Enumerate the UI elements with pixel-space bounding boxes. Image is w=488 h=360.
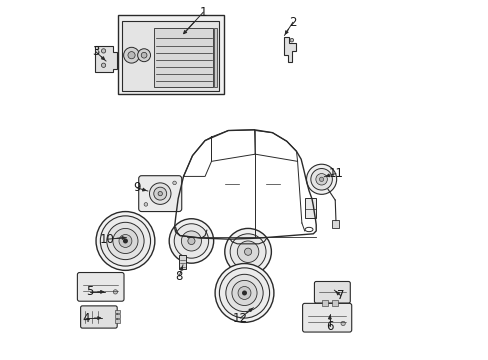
Circle shape <box>172 181 176 185</box>
Text: 5: 5 <box>86 285 93 298</box>
Circle shape <box>231 280 257 306</box>
Circle shape <box>242 291 246 296</box>
Circle shape <box>123 47 139 63</box>
Circle shape <box>219 268 269 318</box>
Circle shape <box>319 177 323 181</box>
Circle shape <box>224 228 271 275</box>
Text: 10: 10 <box>100 233 115 246</box>
Circle shape <box>96 212 155 270</box>
Circle shape <box>215 264 273 322</box>
Circle shape <box>340 321 345 325</box>
FancyBboxPatch shape <box>81 306 117 328</box>
Bar <box>179 255 185 269</box>
Circle shape <box>149 183 171 204</box>
Bar <box>321 301 327 306</box>
Circle shape <box>101 63 105 67</box>
Polygon shape <box>94 45 117 72</box>
Circle shape <box>122 238 128 243</box>
Circle shape <box>315 174 326 185</box>
Text: 12: 12 <box>232 311 247 325</box>
Circle shape <box>137 49 150 62</box>
Circle shape <box>153 187 166 200</box>
Circle shape <box>144 203 147 206</box>
FancyBboxPatch shape <box>314 282 349 303</box>
Text: 8: 8 <box>175 270 183 283</box>
Circle shape <box>289 39 293 42</box>
Bar <box>122 21 218 91</box>
FancyBboxPatch shape <box>302 303 351 332</box>
Bar <box>305 198 316 218</box>
Circle shape <box>230 234 265 270</box>
Text: 9: 9 <box>133 181 141 194</box>
Circle shape <box>237 241 258 262</box>
Bar <box>115 310 120 314</box>
Circle shape <box>181 231 201 251</box>
Text: 11: 11 <box>328 167 343 180</box>
Polygon shape <box>284 37 296 62</box>
Text: 2: 2 <box>288 16 296 29</box>
Bar <box>115 315 120 318</box>
Bar <box>154 28 213 87</box>
FancyBboxPatch shape <box>139 176 182 212</box>
Bar <box>332 220 338 228</box>
Circle shape <box>310 168 332 190</box>
Circle shape <box>113 228 138 253</box>
Bar <box>214 28 217 87</box>
Text: 3: 3 <box>92 45 99 58</box>
Text: 7: 7 <box>336 289 344 302</box>
Text: 6: 6 <box>325 320 333 333</box>
Bar <box>115 319 120 323</box>
Circle shape <box>169 219 213 263</box>
Circle shape <box>119 234 132 247</box>
Text: 4: 4 <box>82 311 90 325</box>
Circle shape <box>128 51 135 59</box>
Circle shape <box>106 222 144 260</box>
Bar <box>118 15 224 94</box>
Circle shape <box>100 216 150 266</box>
FancyBboxPatch shape <box>77 273 124 301</box>
Bar <box>331 301 337 306</box>
Circle shape <box>174 224 208 258</box>
Circle shape <box>141 52 147 58</box>
Text: 1: 1 <box>199 6 206 19</box>
Circle shape <box>225 274 263 312</box>
Circle shape <box>101 49 105 53</box>
Circle shape <box>306 164 336 194</box>
Circle shape <box>244 248 251 255</box>
Circle shape <box>238 287 250 300</box>
Circle shape <box>158 192 162 196</box>
Circle shape <box>113 290 117 294</box>
Circle shape <box>187 237 195 244</box>
